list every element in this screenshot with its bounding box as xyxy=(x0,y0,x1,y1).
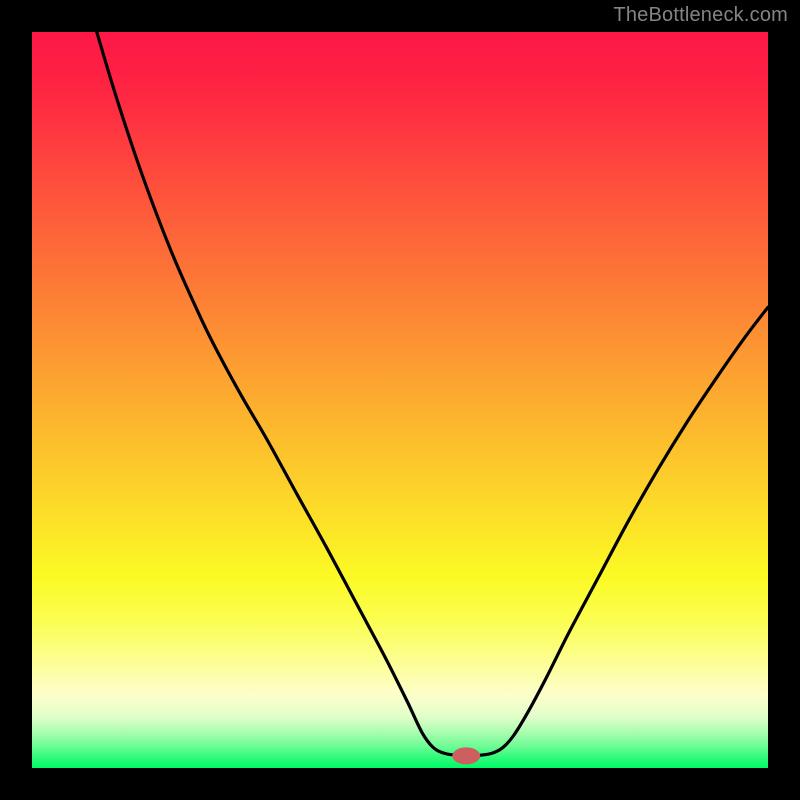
bottleneck-curve-chart xyxy=(32,32,768,768)
gradient-background xyxy=(32,32,768,768)
plot-area xyxy=(32,32,768,768)
watermark-text: TheBottleneck.com xyxy=(613,4,788,27)
chart-frame: TheBottleneck.com xyxy=(0,0,800,800)
min-marker xyxy=(452,747,480,764)
